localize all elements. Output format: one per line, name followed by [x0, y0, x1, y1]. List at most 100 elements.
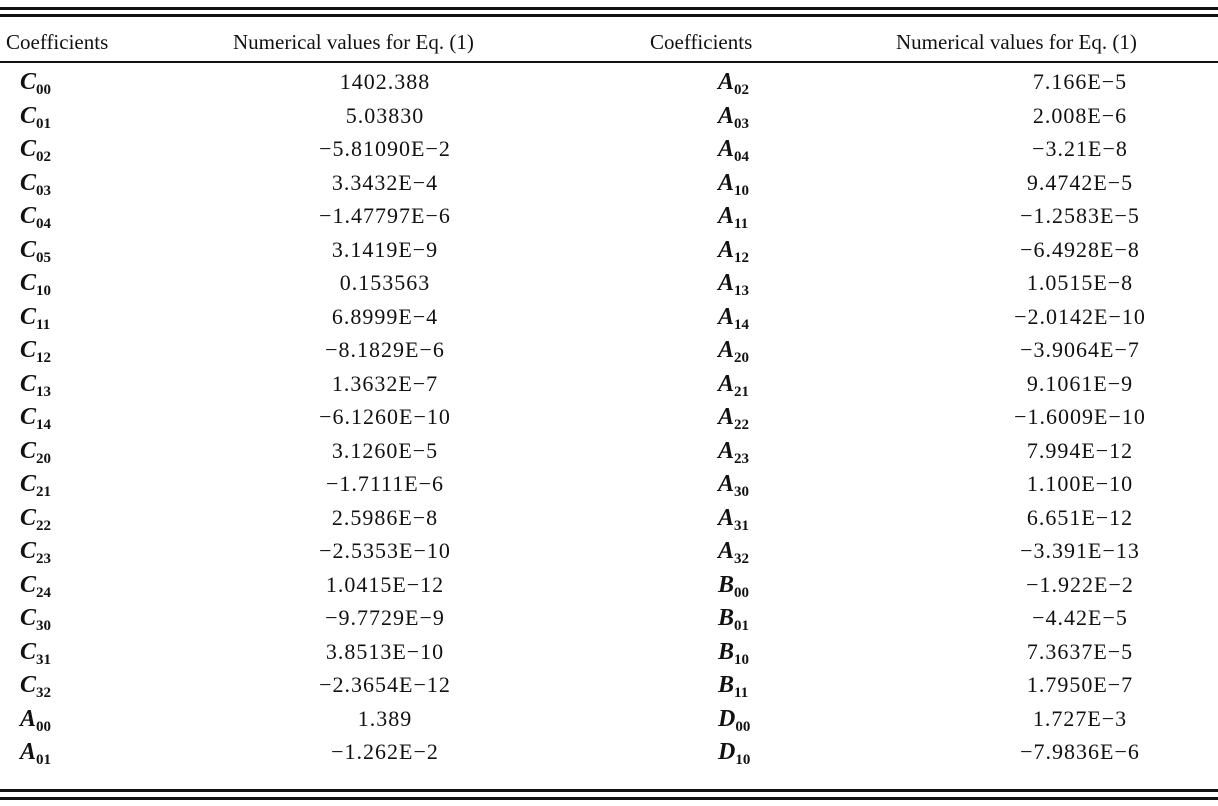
coefficient-symbol-right: B00: [718, 572, 749, 602]
coefficient-symbol-left-subscript: 14: [36, 417, 52, 433]
coefficient-symbol-left-subscript: 01: [36, 752, 52, 768]
coefficient-symbol-right-subscript: 22: [734, 417, 750, 433]
coefficient-symbol-right-letter: A: [718, 370, 735, 397]
coefficient-value-right: 2.008E−6: [1032, 102, 1128, 128]
coefficient-symbol-right: A03: [718, 103, 749, 133]
coefficient-symbol-right-letter: B: [718, 571, 735, 598]
table-row: C20 3.1260E−5 A23 7.994E−12: [0, 438, 1218, 471]
coefficient-symbol-left-subscript: 31: [36, 651, 52, 668]
coefficient-symbol-left-letter: C: [20, 136, 37, 162]
coefficient-symbol-left-letter: C: [20, 303, 37, 330]
coefficient-symbol-right-subscript: 03: [734, 115, 750, 132]
coefficient-symbol-right: A20: [718, 337, 749, 367]
coefficient-symbol-left-subscript: 20: [36, 450, 52, 467]
coefficient-symbol-right-letter: A: [718, 169, 735, 196]
coefficient-symbol-right: A23: [718, 438, 749, 468]
coefficient-symbol-left: C23: [20, 538, 51, 568]
table-row: C30 −9.7729E−9 B01 −4.42E−5: [0, 605, 1218, 638]
coefficient-symbol-right-subscript: 11: [734, 685, 749, 701]
table-row: A01 −1.262E−2 D10 −7.9836E−6: [0, 739, 1218, 772]
coefficient-value-left: 3.1419E−9: [331, 236, 439, 262]
coefficient-symbol-left-subscript: 00: [36, 718, 52, 735]
coefficient-symbol-right-letter: B: [718, 638, 735, 665]
coefficient-symbol-right-letter: A: [718, 337, 735, 363]
coefficient-symbol-left-letter: C: [20, 337, 37, 363]
coefficient-symbol-right-subscript: 10: [734, 651, 750, 668]
coefficient-value-left: −2.3654E−12: [319, 672, 451, 697]
table-row: C32 −2.3654E−12 B11 1.7950E−7: [0, 672, 1218, 705]
coefficient-symbol-left-subscript: 21: [36, 484, 52, 500]
coefficient-symbol-right-subscript: 10: [734, 182, 750, 199]
coefficient-value-right: 1.727E−3: [1032, 705, 1128, 731]
coefficient-symbol-left-letter: C: [20, 370, 37, 397]
coefficient-value-right: 1.7950E−7: [1026, 672, 1134, 697]
coefficient-symbol-right: A10: [718, 170, 749, 200]
coefficient-symbol-left-letter: C: [20, 504, 37, 531]
coefficient-value-right: 7.166E−5: [1032, 69, 1128, 94]
coefficient-symbol-right-subscript: 12: [734, 249, 750, 266]
coefficient-symbol-left-subscript: 01: [36, 115, 52, 132]
coefficient-value-left: −6.1260E−10: [319, 404, 451, 429]
table-row: C01 5.03830 A03 2.008E−6: [0, 103, 1218, 136]
coefficient-value-left: 5.03830: [345, 102, 425, 128]
coefficient-symbol-right-subscript: 31: [734, 517, 750, 534]
coefficient-symbol-left-letter: C: [20, 471, 37, 497]
coefficient-symbol-right: A04: [718, 136, 749, 166]
coefficient-value-left: −5.81090E−2: [319, 136, 451, 161]
coefficient-symbol-left-subscript: 11: [36, 316, 51, 333]
coefficient-value-right: −2.0142E−10: [1014, 303, 1146, 329]
coefficient-symbol-left-letter: A: [20, 705, 37, 732]
coefficient-symbol-left: A01: [20, 739, 51, 769]
bottom-rule-inner: [0, 789, 1218, 792]
coefficient-symbol-right-letter: A: [718, 236, 735, 263]
coefficient-value-right: −3.21E−8: [1032, 136, 1128, 161]
coefficient-symbol-left-subscript: 12: [36, 350, 52, 366]
coefficient-value-left: −1.7111E−6: [325, 471, 445, 496]
coefficient-value-left: 1.389: [357, 705, 413, 731]
coefficient-value-right: −1.922E−2: [1026, 571, 1134, 597]
table-row: C22 2.5986E−8 A31 6.651E−12: [0, 505, 1218, 538]
coefficient-symbol-left-letter: C: [20, 102, 37, 129]
coefficient-symbol-left: C20: [20, 438, 51, 468]
coefficient-symbol-right: A32: [718, 538, 749, 568]
coefficient-symbol-left: C13: [20, 371, 51, 401]
coefficient-symbol-left-letter: C: [20, 538, 37, 564]
coefficient-symbol-right-subscript: 00: [735, 718, 751, 735]
table-row: C24 1.0415E−12 B00 −1.922E−2: [0, 572, 1218, 605]
table-row: C00 1402.388 A02 7.166E−5: [0, 69, 1218, 102]
coefficient-symbol-right-subscript: 32: [734, 551, 750, 567]
coefficient-symbol-right: A21: [718, 371, 749, 401]
coefficient-value-left: 0.153563: [339, 270, 431, 295]
coefficient-symbol-left-subscript: 32: [36, 685, 52, 701]
coefficient-value-left: 3.1260E−5: [331, 437, 439, 463]
coefficient-value-left: −2.5353E−10: [319, 538, 451, 563]
table-row: A00 1.389 D00 1.727E−3: [0, 706, 1218, 739]
coefficient-symbol-left: C22: [20, 505, 51, 535]
bottom-rule-outer: [0, 797, 1218, 800]
coefficient-symbol-right-letter: D: [718, 705, 736, 732]
coefficient-symbol-right: B10: [718, 639, 749, 669]
coefficient-symbol-left-letter: C: [20, 203, 37, 229]
coefficient-symbol-right-letter: A: [718, 404, 735, 430]
coefficient-symbol-right: A11: [718, 203, 748, 233]
coefficient-symbol-right: D10: [718, 739, 750, 769]
coefficient-symbol-right-letter: B: [718, 672, 735, 698]
coefficient-symbol-left-letter: C: [20, 270, 37, 296]
coefficient-symbol-left-subscript: 23: [36, 551, 52, 567]
coefficient-symbol-right-letter: A: [718, 471, 735, 497]
coefficient-symbol-right: B01: [718, 605, 749, 635]
table-row: C02 −5.81090E−2 A04 −3.21E−8: [0, 136, 1218, 169]
coefficient-value-left: 1.0415E−12: [325, 571, 445, 597]
coefficient-symbol-left-letter: C: [20, 571, 37, 598]
coefficient-symbol-left-subscript: 03: [36, 182, 52, 199]
table-row: C14 −6.1260E−10 A22 −1.6009E−10: [0, 404, 1218, 437]
coefficient-symbol-right: A31: [718, 505, 749, 535]
coefficient-symbol-right-letter: A: [718, 69, 735, 95]
coefficient-symbol-left: C12: [20, 337, 51, 367]
coefficient-symbol-left: C21: [20, 471, 51, 501]
coefficient-value-left: 3.8513E−10: [325, 638, 445, 664]
coefficient-symbol-left-subscript: 00: [36, 82, 52, 98]
coefficient-value-left: 3.3432E−4: [331, 169, 439, 195]
header-coefficients-left: Coefficients: [6, 30, 109, 54]
coefficient-value-right: −3.9064E−7: [1020, 337, 1140, 362]
